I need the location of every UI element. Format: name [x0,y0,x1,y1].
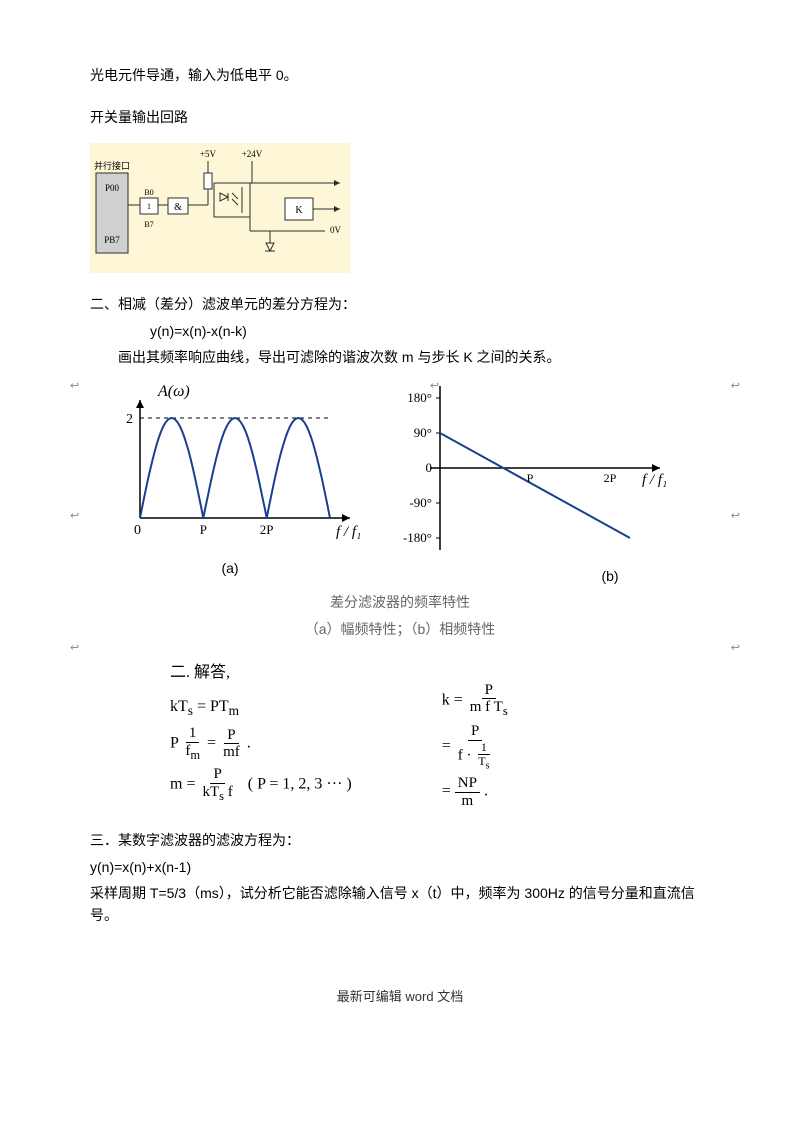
svg-text:P: P [200,522,207,537]
svg-text:2P: 2P [604,471,617,485]
anchor-icon: ↩ [731,378,740,396]
svg-text:K: K [295,205,303,216]
svg-text:P: P [527,471,534,485]
svg-text:f / f₁: f / f₁ [642,472,667,488]
hw-eq: kTs = PTm [170,694,352,722]
label-pb7: PB7 [104,235,120,245]
svg-text:B0: B0 [144,188,153,197]
charts-row: ↩ ↩ ↩ ↩ ↩ A(ω)20P2Pf / f₁ (a) 180°90°0-9… [90,378,710,587]
freq-caption-2: （a）幅频特性；（b）相频特性 [90,618,710,640]
svg-text:f / f₁: f / f₁ [336,524,361,540]
q3-title: 三．某数字滤波器的滤波方程为： [90,829,710,851]
circuit-diagram: 并行接口 P00 PB7 1 B0 B7 & +5V +24V K 0V [90,143,350,273]
output-circuit-title: 开关量输出回路 [90,106,710,128]
anchor-icon: ↩ [70,378,79,396]
hw-eq: = NPm . [442,775,511,809]
svg-text:B7: B7 [144,220,153,229]
svg-text:+24V: +24V [242,149,263,159]
q2-equation: y(n)=x(n)-x(n-k) [150,320,710,342]
top-paragraph: 光电元件导通，输入为低电平 0。 [90,64,710,86]
svg-text:-90°: -90° [409,495,432,510]
freq-caption-1: 差分滤波器的频率特性 [90,591,710,613]
anchor-icon: ↩ [70,508,79,526]
label-p00: P00 [105,183,120,193]
svg-text:-180°: -180° [403,530,432,545]
q3-equation: y(n)=x(n)+x(n-1) [90,856,710,878]
handwriting-solution: 二. 解答, kTs = PTm P 1fm = Pmf . m = PkTs … [170,660,710,809]
chart-a: A(ω) 2 0 P 2P f / f₁ (a) [90,378,370,579]
anchor-icon: ↩ [731,508,740,526]
svg-text:&: & [174,202,182,213]
q2-instruction: 画出其频率响应曲线，导出可滤除的谐波次数 m 与步长 K 之间的关系。 [118,346,710,368]
svg-text:0: 0 [426,460,433,475]
svg-text:180°: 180° [407,390,432,405]
anchor-icon: ↩ [731,640,740,658]
svg-text:2: 2 [126,412,133,427]
hw-eq: m = PkTs f ( P = 1, 2, 3 ··· ) [170,766,352,803]
svg-text:+5V: +5V [200,149,217,159]
svg-text:2P: 2P [260,522,274,537]
svg-text:90°: 90° [414,425,432,440]
q2-title: 二、相减（差分）滤波单元的差分方程为： [90,293,710,315]
svg-text:A(ω): A(ω) [157,383,190,400]
chart-b: 180°90°0-90°-180°P2Pf / f₁ (b) [380,378,680,587]
chart-a-caption: (a) [90,557,370,579]
svg-text:0: 0 [134,523,141,538]
q3-body: 采样周期 T=5/3（ms），试分析它能否滤除输入信号 x（t）中，频率为 30… [90,882,710,927]
label-port: 并行接口 [94,160,130,171]
hw-title: 二. 解答, [170,660,352,686]
svg-text:0V: 0V [330,225,342,235]
anchor-icon: ↩ [70,640,79,658]
hw-eq: k = Pm f Ts [442,682,511,719]
hw-eq: = Pf · 1Ts [442,723,511,771]
hw-eq: P 1fm = Pmf . [170,725,352,762]
footer: 最新可编辑 word 文档 [90,987,710,1008]
svg-text:1: 1 [147,202,151,211]
